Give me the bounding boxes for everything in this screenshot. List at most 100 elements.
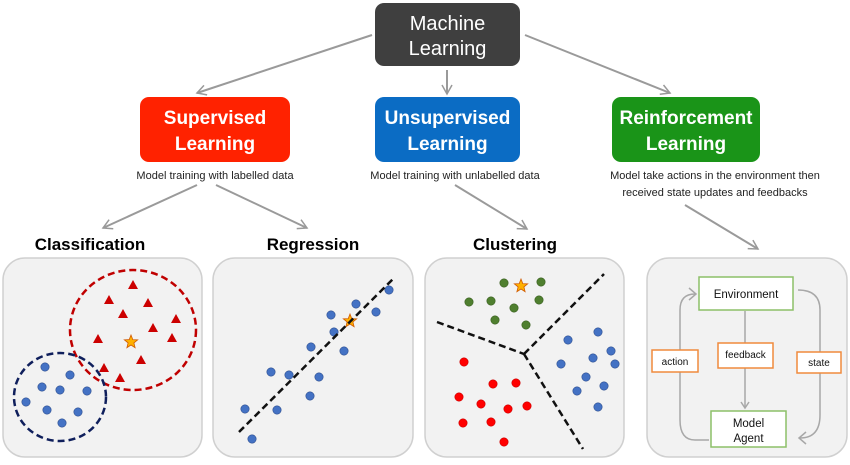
regression-point [314,372,324,382]
red-triangle-point [171,314,181,323]
blue-class-point [42,405,52,415]
regression-heading: Regression [267,235,360,254]
classification-heading: Classification [35,235,146,254]
red-triangle-point [104,295,114,304]
red-triangle-point [136,355,146,364]
blue-class-point [37,382,47,392]
action-label: action [662,357,689,368]
green-cluster-point [464,297,474,307]
red-cluster-point [476,399,486,409]
agent-label-line1: Model [733,418,764,430]
blue-class-point [40,362,50,372]
green-cluster-point [490,315,500,325]
red-triangle-point [148,323,158,332]
red-triangle-point [128,280,138,289]
blue-class-point [82,386,92,396]
action-label-box: action [651,349,699,373]
regression-point [339,346,349,356]
red-triangle-point [99,363,109,372]
blue-class-point [55,385,65,395]
reinforcement-label-line1: Reinforcement [619,108,753,129]
environment-label: Environment [714,289,779,301]
arrow-ml-to-supervised [195,34,373,96]
regression-point [351,299,361,309]
red-cluster-point [499,437,509,447]
reinforcement-label-line2: Learning [646,134,726,155]
green-cluster-point [521,320,531,330]
blue-class-point [65,370,75,380]
agent-label-line2: Agent [733,433,764,445]
regression-point [384,285,394,295]
green-cluster-point [509,303,519,313]
green-cluster-point [536,277,546,287]
blue-cluster-point [563,335,573,345]
classification-panel [2,257,203,458]
regression-point [266,367,276,377]
supervised-label-line1: Supervised [164,108,266,129]
red-cluster-point [503,404,513,414]
blue-class-point [73,407,83,417]
red-cluster-point [522,401,532,411]
regression-point [284,370,294,380]
clustering-heading: Clustering [473,235,557,254]
blue-cluster-point [610,359,620,369]
cluster-boundary-top-right [523,273,605,355]
reinforcement-description-line2: received state updates and feedbacks [622,187,808,199]
regression-point [305,391,315,401]
blue-cluster-point [581,372,591,382]
unsupervised-label-line2: Learning [407,134,487,155]
state-label-box: state [796,351,842,374]
red-cluster-point [458,418,468,428]
regression-point [306,342,316,352]
cluster-boundary-bottom [522,353,585,450]
red-triangle-point [93,334,103,343]
clustering-panel [424,257,625,458]
red-cluster-point [511,378,521,388]
regression-point [272,405,282,415]
green-cluster-point [534,295,544,305]
root-label-line1: Machine [410,13,486,35]
red-cluster-point [488,379,498,389]
blue-cluster-point [599,381,609,391]
red-triangle-point [115,373,125,382]
regression-point [326,310,336,320]
arrow-to-classification [101,184,198,230]
red-triangle-point [118,309,128,318]
red-triangle-point [167,333,177,342]
reinforcement-description-line1: Model take actions in the environment th… [610,170,820,182]
blue-class-point [21,397,31,407]
red-cluster-point [454,392,464,402]
action-arrow [679,293,709,441]
supervised-learning-box: Supervised Learning Model training with … [136,97,294,182]
star-icon [513,277,529,293]
arrow-to-rl-panel [684,204,760,250]
supervised-description: Model training with labelled data [136,170,294,182]
blue-cluster-point [606,346,616,356]
red-cluster-point [459,357,469,367]
red-triangle-point [143,298,153,307]
blue-cluster-point [588,353,598,363]
regression-point [371,307,381,317]
unsupervised-label-line1: Unsupervised [385,108,511,129]
star-icon [123,333,139,349]
environment-box: Environment [698,276,794,311]
feedback-label: feedback [725,350,767,361]
red-class-boundary [68,268,198,392]
model-agent-box: Model Agent [710,410,787,448]
feedback-label-box: feedback [717,342,774,369]
blue-cluster-point [593,402,603,412]
reinforcement-learning-box: Reinforcement Learning Model take action… [610,97,820,199]
regression-line [238,278,394,433]
regression-point [240,404,250,414]
blue-class-point [57,418,67,428]
arrow-ml-to-reinforcement [524,34,672,96]
regression-point [247,434,257,444]
unsupervised-description: Model training with unlabelled data [370,170,540,182]
cluster-boundary-left [436,320,525,356]
root-label-line2: Learning [409,38,487,60]
arrow-to-clustering [454,184,529,230]
supervised-label-line2: Learning [175,134,255,155]
green-cluster-point [486,296,496,306]
blue-class-boundary [12,351,108,443]
